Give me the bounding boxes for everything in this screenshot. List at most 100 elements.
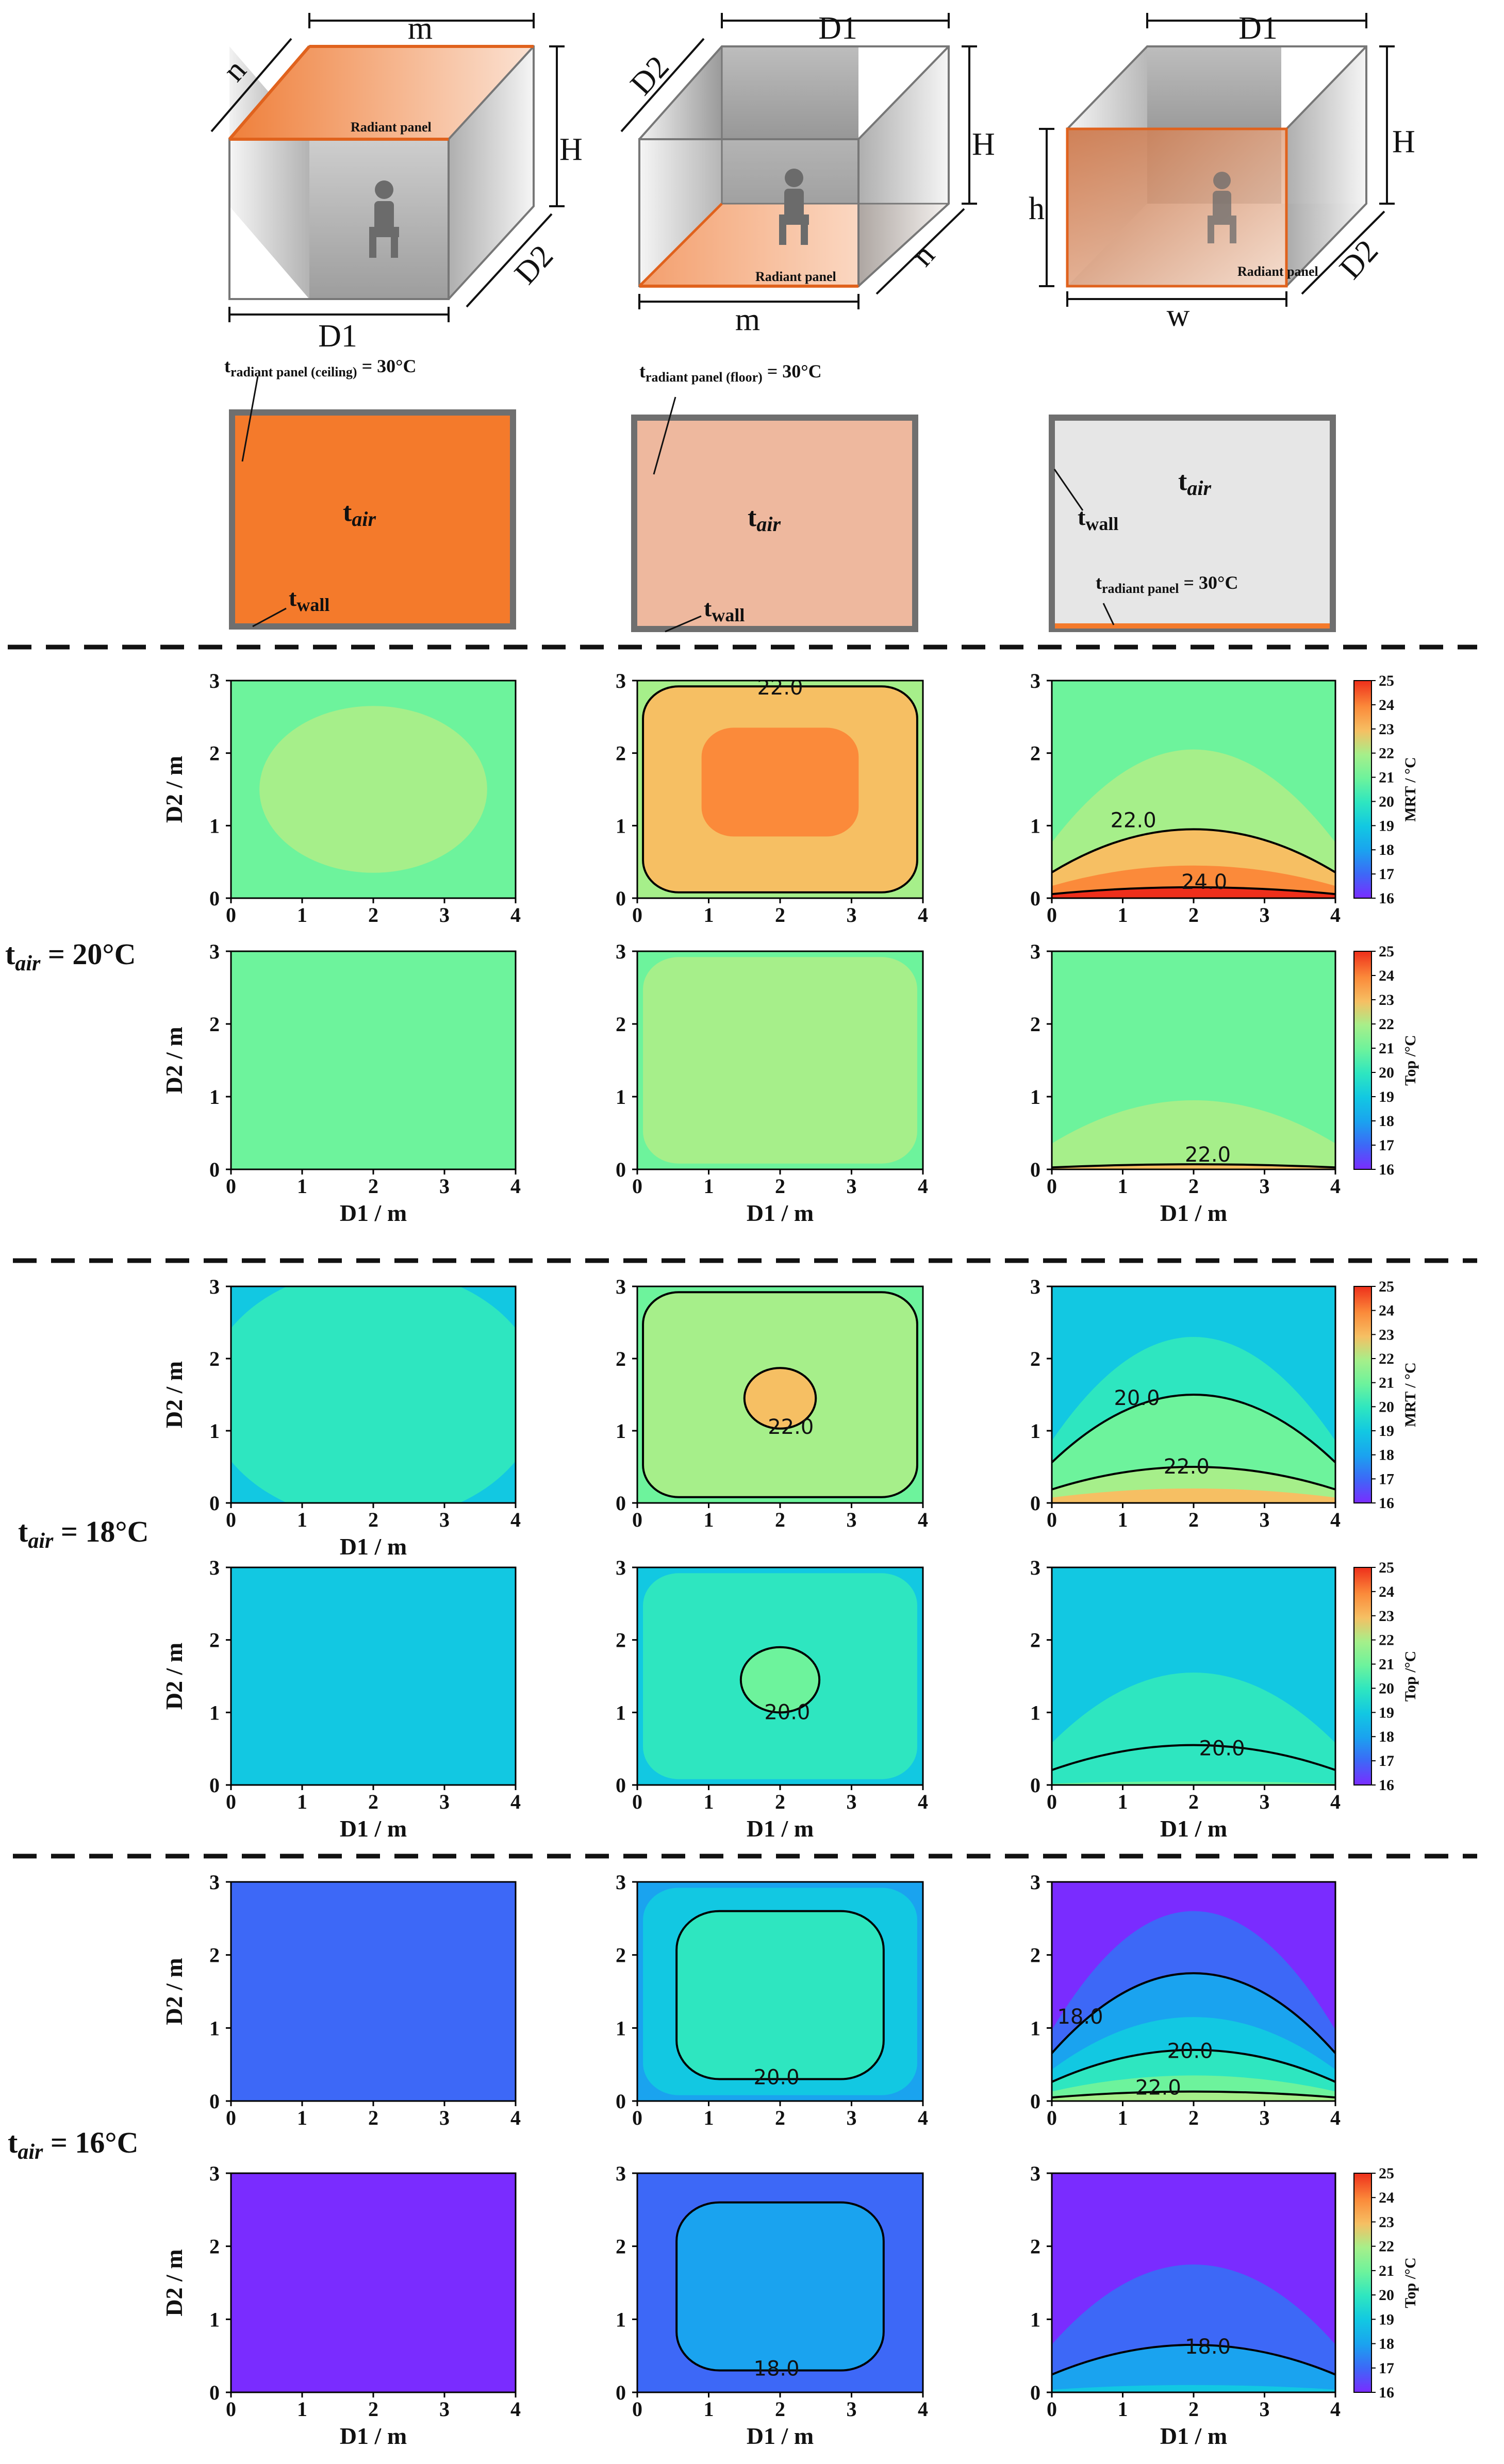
contour-region	[676, 2202, 884, 2371]
x-tick-label: 4	[1330, 2106, 1341, 2129]
plot-background	[231, 1882, 516, 2101]
dim-label-side-wall: D2	[1333, 234, 1385, 286]
x-tick-label: 4	[510, 903, 521, 927]
contour-region	[1052, 2385, 1335, 2392]
contour-plot-wall-mrt-16: 18.0 20.0 22.0 0 1 2 3 4 0 1 2 3	[1030, 1871, 1341, 2129]
y-tick-label: 2	[616, 1944, 626, 1967]
y-tick-label: 0	[1030, 1774, 1040, 1797]
y-axis-label: D2 / m	[161, 1643, 187, 1710]
x-tick-label: 4	[510, 1790, 521, 1813]
x-tick-label: 2	[1188, 2397, 1199, 2421]
colorbar-tick-label: 23	[1379, 721, 1394, 738]
y-tick-label: 3	[1030, 940, 1040, 963]
contour-line	[743, 1367, 817, 1430]
y-tick-label: 3	[209, 1556, 220, 1579]
contour-line	[1052, 828, 1335, 874]
section-wall	[1049, 415, 1336, 632]
colorbar-tick-label: 22	[1379, 1016, 1394, 1033]
colorbar-tick-label: 20	[1379, 1064, 1394, 1081]
x-axis-label: D1 / m	[340, 1533, 407, 1560]
x-tick-label: 3	[847, 1508, 857, 1531]
x-axis-label: D1 / m	[340, 1200, 407, 1226]
contour-plot-wall-top-20: 22.0 0 1 2 3 4 0 1 2 3 D1 / m	[1030, 940, 1341, 1226]
y-tick-label: 2	[209, 2235, 220, 2258]
colorbar-tick-label: 25	[1379, 672, 1394, 689]
y-tick-label: 3	[209, 1275, 220, 1298]
contour-plot-ceiling-top-16: 0 1 2 3 4 0 1 2 3 D1 / m D2 / m	[161, 2162, 521, 2449]
contour-line	[1052, 2343, 1335, 2376]
dim-label-height-wall: H	[1392, 124, 1415, 159]
y-tick-label: 1	[616, 814, 626, 837]
x-tick-label: 4	[918, 1508, 928, 1531]
colorbar: 16 17 18 19 20 21 22 23 24 25 Top /°C	[1353, 2165, 1419, 2401]
x-tick-label: 3	[1260, 1175, 1270, 1198]
contour-plot-wall-top-16: 18.0 0 1 2 3 4 0 1 2 3 D1 / m	[1030, 2162, 1341, 2449]
x-tick-label: 3	[1260, 1790, 1270, 1813]
y-tick-label: 3	[209, 669, 220, 692]
x-tick-label: 3	[439, 2106, 450, 2129]
colorbar-tick-label: 21	[1379, 1656, 1394, 1673]
x-tick-label: 0	[632, 1790, 642, 1813]
colorbar-gradient	[1353, 1286, 1372, 1503]
contour-line	[1052, 1466, 1335, 1491]
y-tick-label: 1	[616, 1085, 626, 1109]
x-tick-label: 4	[918, 1175, 928, 1198]
contour-plot-floor-top-16: 18.0 0 1 2 3 4 0 1 2 3 D1 / m	[616, 2162, 928, 2449]
contour-line	[675, 2201, 885, 2372]
y-tick-label: 2	[1030, 1944, 1040, 1967]
colorbar-label: Top /°C	[1402, 1651, 1419, 1701]
x-tick-label: 4	[1330, 2397, 1341, 2421]
y-tick-label: 3	[616, 1556, 626, 1579]
contour-plot-floor-top-18: 20.0 0 1 2 3 4 0 1 2 3 D1 / m	[616, 1556, 928, 1842]
x-tick-label: 1	[297, 2397, 307, 2421]
y-tick-label: 2	[1030, 1013, 1040, 1036]
colorbar-tick-label: 23	[1379, 2213, 1394, 2230]
colorbar-gradient	[1353, 680, 1372, 899]
x-axis-label: D1 / m	[340, 1815, 407, 1842]
x-tick-label: 1	[704, 1175, 714, 1198]
y-tick-label: 2	[616, 1347, 626, 1370]
contour-plot-ceiling-mrt-18: 0 1 2 3 4 0 1 2 3 D1 / m D2 / m	[161, 1275, 521, 1560]
colorbar-label: MRT / °C	[1402, 757, 1419, 821]
x-tick-label: 1	[297, 1790, 307, 1813]
colorbar-label: MRT / °C	[1402, 1362, 1419, 1427]
y-tick-label: 3	[616, 1275, 626, 1298]
section-tair-floor: tair	[748, 503, 781, 536]
y-tick-label: 1	[616, 2308, 626, 2331]
x-tick-label: 0	[1047, 1790, 1057, 1813]
x-tick-label: 4	[918, 2106, 928, 2129]
colorbar: 16 17 18 19 20 21 22 23 24 25 Top /°C	[1353, 1559, 1419, 1794]
x-tick-label: 2	[1188, 903, 1199, 927]
contour-plot-wall-mrt-18: 20.0 22.0 0 1 2 3 4 0 1 2 3	[1030, 1275, 1341, 1531]
y-tick-label: 0	[209, 2090, 220, 2113]
x-tick-label: 2	[1188, 2106, 1199, 2129]
y-axis-label: D2 / m	[161, 1361, 187, 1428]
x-tick-label: 0	[226, 2397, 236, 2421]
y-tick-label: 0	[209, 1158, 220, 1181]
y-tick-label: 2	[209, 742, 220, 765]
colorbar-tick-label: 22	[1379, 1350, 1394, 1367]
contour-line	[1052, 2048, 1335, 2083]
contour-label: 20.0	[754, 2066, 800, 2090]
colorbar-tick-label: 23	[1379, 1608, 1394, 1625]
y-tick-label: 3	[1030, 2162, 1040, 2185]
contour-label: 22.0	[1111, 808, 1156, 832]
contour-label: 20.0	[1114, 1386, 1160, 1410]
colorbar-tick-label: 20	[1379, 2287, 1394, 2304]
colorbar-tick-label: 17	[1379, 866, 1394, 883]
x-tick-label: 3	[847, 1790, 857, 1813]
contour-line	[1052, 1163, 1335, 1169]
y-tick-label: 0	[616, 1158, 626, 1181]
dim-label-depth-floor: D2	[624, 49, 676, 102]
contour-plot-ceiling-mrt-16: 0 1 2 3 4 0 1 2 3 D2 / m	[161, 1871, 521, 2129]
dim-label-top-floor: D1	[818, 11, 857, 46]
x-tick-label: 0	[226, 903, 236, 927]
colorbar-tick-label: 20	[1379, 1680, 1394, 1697]
wall-radiant-panel-shape	[1066, 128, 1287, 287]
colorbar-tick-label: 18	[1379, 2336, 1394, 2353]
dim-label-bottom-wall: w	[1167, 298, 1190, 333]
section-panel-label-wall: tradiant panel = 30°C	[1096, 572, 1238, 596]
y-tick-label: 1	[1030, 2016, 1040, 2040]
x-tick-label: 1	[297, 1508, 307, 1531]
y-tick-label: 0	[209, 1774, 220, 1797]
